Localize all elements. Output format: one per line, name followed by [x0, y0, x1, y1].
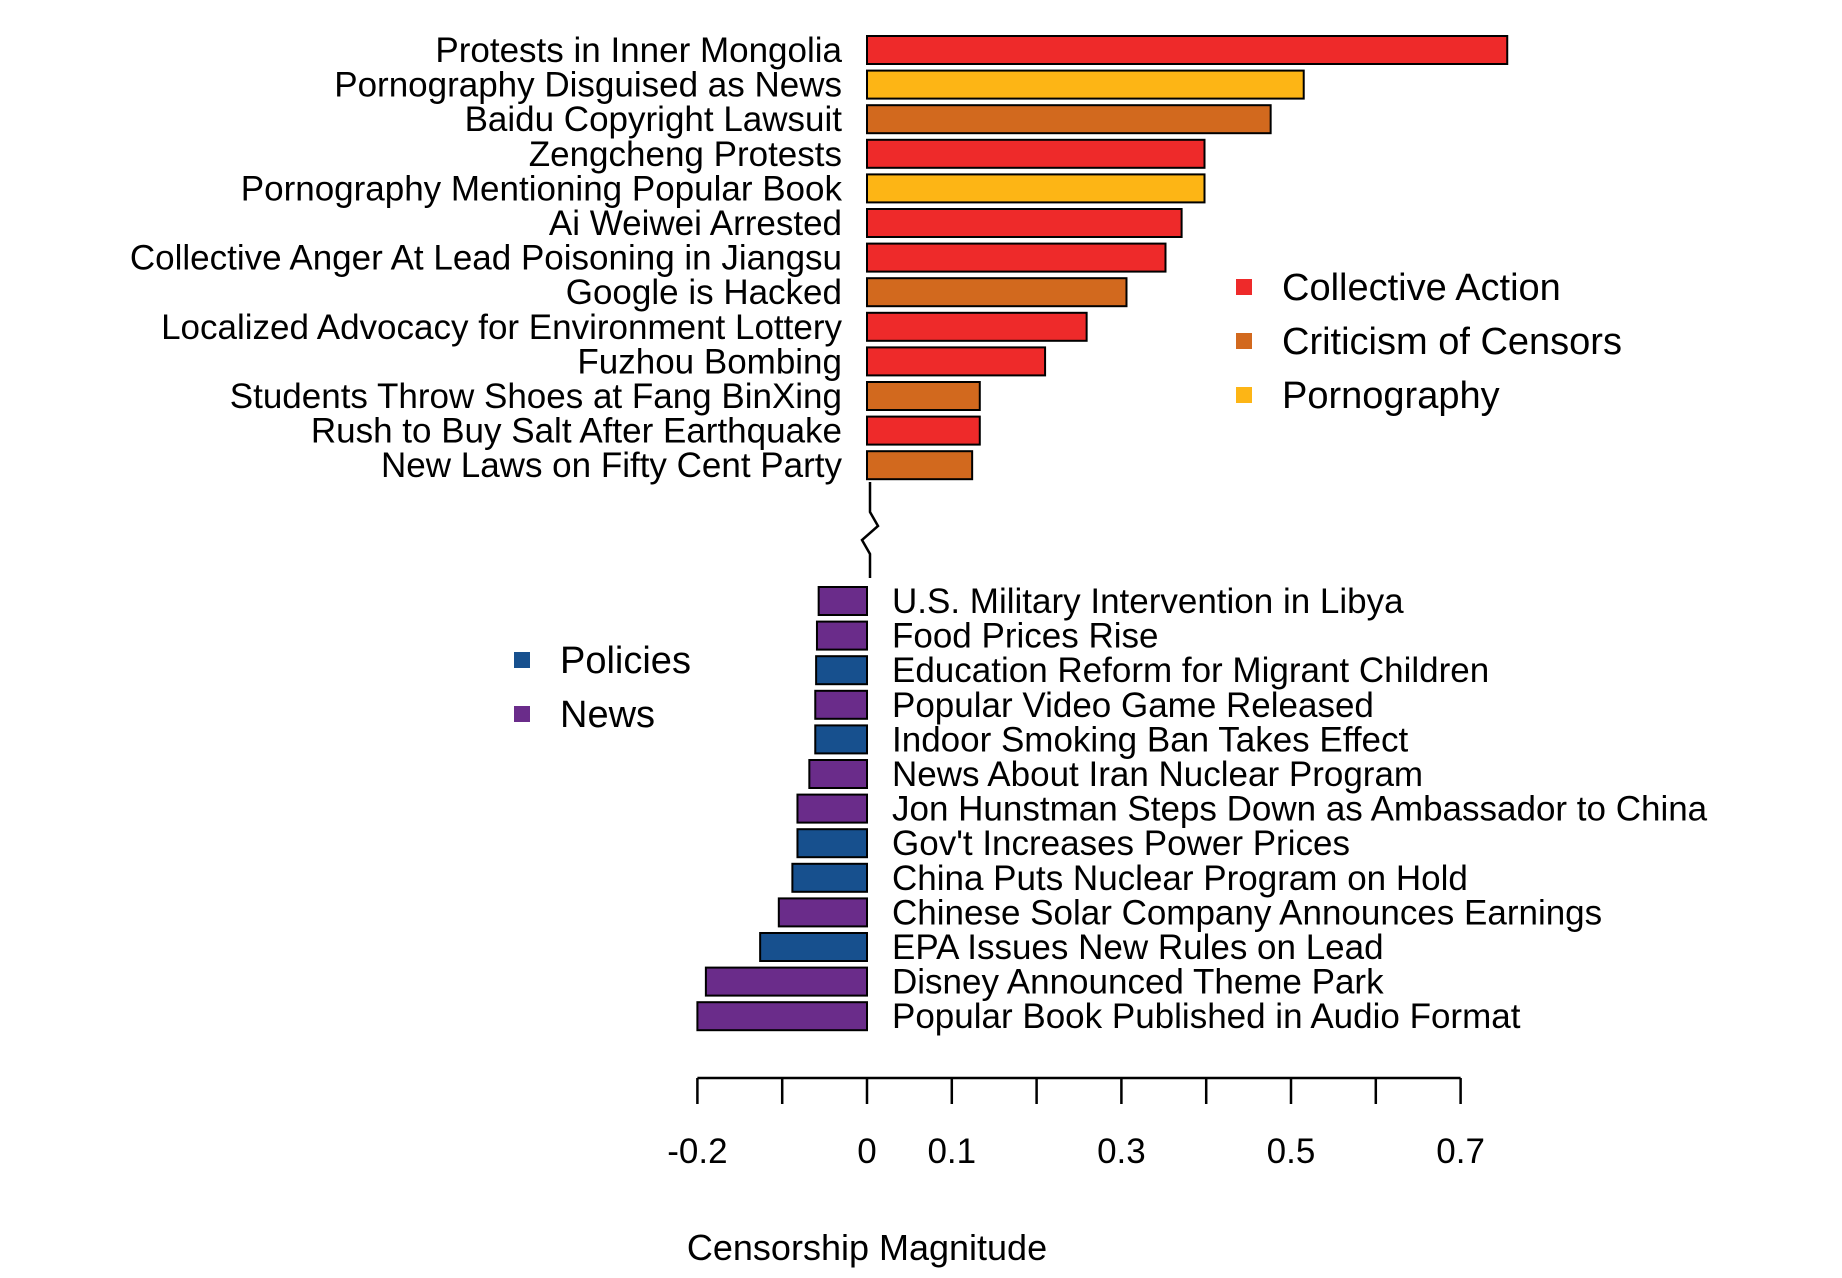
bar-popular-book-published-in-audio-format	[696, 1001, 869, 1032]
bar-label-new-laws-on-fifty-cent-party: New Laws on Fifty Cent Party	[381, 446, 842, 485]
bar-localized-advocacy-for-environment-lottery	[866, 311, 1088, 342]
bar-education-reform-for-migrant-children	[815, 655, 868, 686]
bar-indoor-smoking-ban-takes-effect	[814, 724, 868, 755]
bar-u-s-military-intervention-in-libya	[817, 586, 868, 616]
bar-label-rush-to-buy-salt-after-earthquake: Rush to Buy Salt After Earthquake	[311, 412, 842, 451]
bar-zengcheng-protests	[866, 138, 1206, 169]
bar-label-ai-weiwei-arrested: Ai Weiwei Arrested	[549, 204, 842, 243]
legend-swatch-news	[514, 706, 530, 722]
bar-gov-t-increases-power-prices	[796, 828, 868, 859]
bar-pornography-mentioning-popular-book	[866, 173, 1206, 204]
legends: Collective Action Criticism of Censors Por…	[514, 267, 1622, 736]
bar-collective-anger-at-lead-poisoning-in-jiangsu	[866, 242, 1167, 273]
bar-label-disney-announced-theme-park: Disney Announced Theme Park	[892, 963, 1384, 1002]
bar-label-food-prices-rise: Food Prices Rise	[892, 617, 1158, 656]
bar-protests-in-inner-mongolia	[866, 35, 1509, 65]
bar-label-popular-book-published-in-audio-format: Popular Book Published in Audio Format	[892, 997, 1521, 1036]
bar-label-students-throw-shoes-at-fang-binxing: Students Throw Shoes at Fang BinXing	[230, 377, 842, 416]
bar-label-pornography-disguised-as-news: Pornography Disguised as News	[334, 66, 842, 105]
bar-popular-video-game-released	[814, 689, 868, 720]
bar-label-u-s-military-intervention-in-libya: U.S. Military Intervention in Libya	[892, 582, 1404, 621]
bar-label-protests-in-inner-mongolia: Protests in Inner Mongolia	[435, 31, 842, 70]
x-axis-title: Censorship Magnitude	[687, 1227, 1047, 1268]
x-tick-label: 0.7	[1436, 1132, 1485, 1171]
bar-china-puts-nuclear-program-on-hold	[791, 862, 868, 893]
bar-label-jon-hunstman-steps-down-as-ambassador-to-china: Jon Hunstman Steps Down as Ambassador to…	[892, 790, 1708, 829]
legend-label-news: News	[560, 694, 655, 736]
bar-rush-to-buy-salt-after-earthquake	[866, 415, 981, 446]
bar-label-news-about-iran-nuclear-program: News About Iran Nuclear Program	[892, 755, 1423, 794]
legend-label-pornography: Pornography	[1282, 375, 1500, 417]
bar-disney-announced-theme-park	[704, 966, 868, 997]
legend-label-collective-action: Collective Action	[1282, 267, 1561, 309]
bar-label-baidu-copyright-lawsuit: Baidu Copyright Lawsuit	[465, 100, 843, 139]
axis-break-mark	[860, 482, 880, 578]
bottom-group-bars: U.S. Military Intervention in LibyaFood …	[696, 582, 1708, 1036]
x-tick-label: 0.1	[927, 1132, 976, 1171]
legend-label-policies: Policies	[560, 640, 691, 682]
bar-label-localized-advocacy-for-environment-lottery: Localized Advocacy for Environment Lotte…	[161, 308, 842, 347]
bar-new-laws-on-fifty-cent-party	[866, 450, 974, 481]
legend-swatch-policies	[514, 652, 530, 668]
x-tick-label: -0.2	[667, 1132, 727, 1171]
legend-swatch-pornography	[1236, 387, 1252, 403]
bar-chinese-solar-company-announces-earnings	[777, 897, 868, 928]
bar-label-google-is-hacked: Google is Hacked	[566, 273, 842, 312]
bar-google-is-hacked	[866, 277, 1128, 308]
bar-label-china-puts-nuclear-program-on-hold: China Puts Nuclear Program on Hold	[892, 859, 1468, 898]
bar-label-indoor-smoking-ban-takes-effect: Indoor Smoking Ban Takes Effect	[892, 720, 1409, 759]
bar-label-zengcheng-protests: Zengcheng Protests	[529, 135, 842, 174]
x-tick-label: 0	[857, 1132, 876, 1171]
bar-food-prices-rise	[815, 620, 869, 651]
bar-pornography-disguised-as-news	[866, 69, 1305, 100]
x-tick-label: 0.3	[1097, 1132, 1146, 1171]
legend-swatch-collective-action	[1236, 279, 1252, 295]
bar-label-education-reform-for-migrant-children: Education Reform for Migrant Children	[892, 651, 1489, 690]
bar-label-popular-video-game-released: Popular Video Game Released	[892, 686, 1374, 725]
bar-ai-weiwei-arrested	[866, 208, 1183, 238]
bar-fuzhou-bombing	[866, 346, 1047, 377]
bar-jon-hunstman-steps-down-as-ambassador-to-china	[796, 793, 868, 824]
bar-baidu-copyright-lawsuit	[866, 104, 1272, 135]
bar-news-about-iran-nuclear-program	[808, 759, 868, 789]
bar-label-chinese-solar-company-announces-earnings: Chinese Solar Company Announces Earnings	[892, 893, 1602, 932]
bar-label-fuzhou-bombing: Fuzhou Bombing	[577, 342, 842, 381]
bar-label-epa-issues-new-rules-on-lead: EPA Issues New Rules on Lead	[892, 928, 1384, 967]
bar-label-pornography-mentioning-popular-book: Pornography Mentioning Popular Book	[241, 169, 843, 208]
x-axis: -0.2 0 0.1 0.3 0.5 0.7	[667, 1076, 1485, 1171]
bar-epa-issues-new-rules-on-lead	[759, 932, 868, 962]
legend-label-criticism-of-censors: Criticism of Censors	[1282, 321, 1622, 363]
bar-label-gov-t-increases-power-prices: Gov't Increases Power Prices	[892, 824, 1350, 863]
x-tick-label: 0.5	[1267, 1132, 1316, 1171]
legend-swatch-criticism-of-censors	[1236, 333, 1252, 349]
bar-label-collective-anger-at-lead-poisoning-in-jiangsu: Collective Anger At Lead Poisoning in Ji…	[130, 239, 842, 278]
bar-students-throw-shoes-at-fang-binxing	[866, 381, 981, 411]
